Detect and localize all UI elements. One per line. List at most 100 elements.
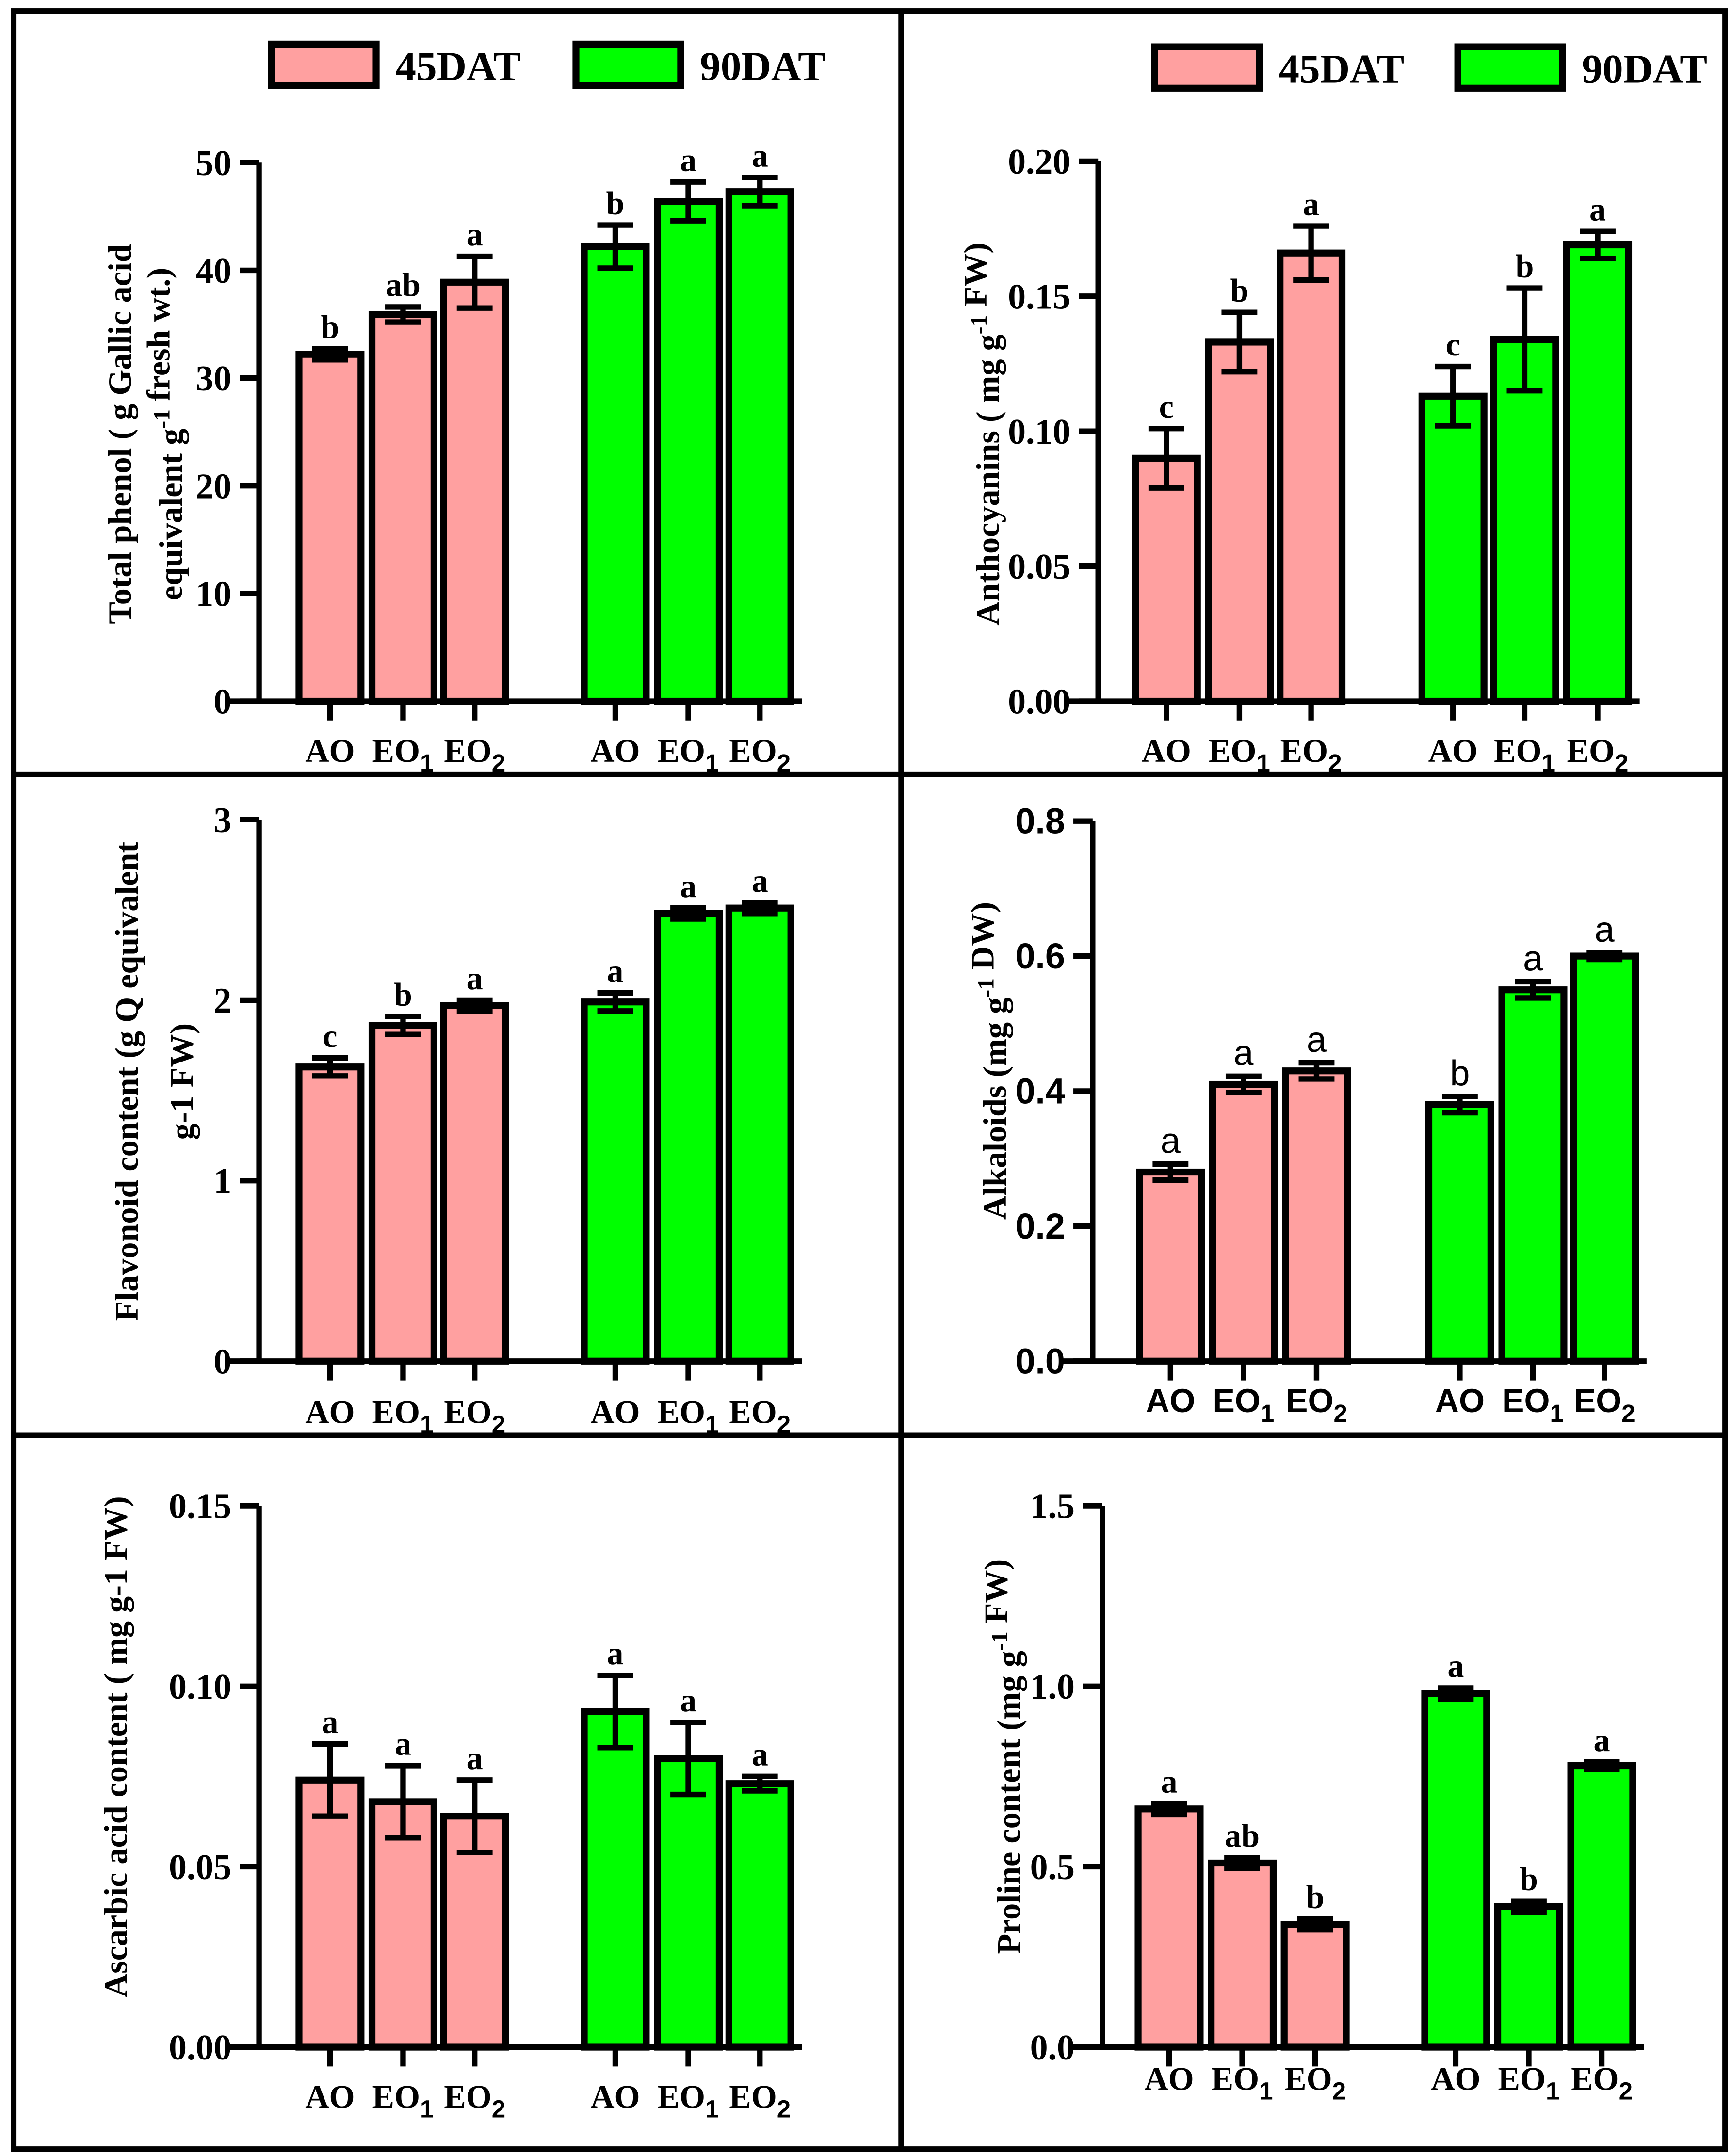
x-tick-label: EO1 [372, 732, 434, 777]
legend-label: 90DAT [1582, 46, 1707, 92]
x-tick-label-base: AO [590, 732, 640, 769]
y-tick-label: 30 [195, 358, 231, 398]
x-tick-label-subscript: 2 [1328, 749, 1342, 777]
significance-letter: a [752, 862, 768, 899]
x-tick-label: AO [305, 732, 355, 769]
significance-letter: a [1233, 1033, 1254, 1073]
significance-letter: a [467, 1739, 483, 1776]
x-tick-label-base: AO [1142, 732, 1191, 769]
legend-label: 45DAT [1279, 46, 1404, 92]
bar [1567, 1762, 1636, 2051]
significance-letter: a [395, 1725, 411, 1762]
y-tick-label: 0.00 [169, 2027, 231, 2067]
x-tick-label: EO1 [372, 2078, 434, 2123]
x-tick-label: EO1 [1212, 2060, 1273, 2105]
y-tick-label: 0.10 [169, 1667, 231, 1706]
label-part: Anthocyanins ( mg [970, 351, 1006, 625]
x-tick-label-base: EO [658, 732, 705, 769]
x-tick-label: EO2 [444, 1394, 505, 1438]
significance-letter: a [1307, 1019, 1327, 1060]
y-tick-label: 3 [213, 800, 231, 840]
bar [581, 243, 650, 705]
significance-letter: a [322, 1704, 338, 1740]
x-tick-label-base: AO [1428, 732, 1478, 769]
x-tick-label-subscript: 1 [420, 1411, 434, 1438]
x-tick-label: AO [590, 1394, 640, 1431]
x-tick-label-subscript: 1 [1259, 2077, 1273, 2105]
legend-label: 90DAT [700, 44, 826, 89]
label-part: Proline content (mg [990, 1667, 1027, 1954]
x-tick-label: AO [1428, 732, 1478, 769]
y-tick-label: 1.0 [1030, 1667, 1075, 1706]
x-tick-label: AO [1431, 2060, 1480, 2097]
y-axis-title: Ascarbic acid content ( mg g-1 FW) [97, 1496, 134, 1997]
x-tick-label-base: EO [1209, 732, 1257, 769]
x-tick-label-subscript: 2 [1621, 1400, 1635, 1427]
y-tick-label: 2 [213, 981, 231, 1020]
x-tick-label: EO1 [1213, 1383, 1274, 1427]
x-tick-label-base: EO [1284, 2060, 1332, 2097]
y-tick-label: 0.5 [1030, 1847, 1075, 1887]
chart-panel-4: aAOaEO1aEO2bAOaEO1aEO20.00.20.40.60.8Alk… [964, 801, 1647, 1427]
bar [368, 1022, 437, 1365]
bar [1282, 1067, 1351, 1365]
x-tick-label-subscript: 2 [777, 1411, 791, 1438]
significance-letter: a [1161, 1763, 1177, 1800]
x-tick-label: EO2 [1571, 2060, 1633, 2105]
significance-letter: b [321, 308, 339, 345]
x-tick-label: AO [1144, 2060, 1194, 2097]
x-tick-label-subscript: 2 [1619, 2077, 1633, 2105]
significance-letter: a [1303, 185, 1319, 222]
significance-letter: a [752, 137, 768, 174]
y-tick-label: 0 [213, 1341, 231, 1381]
x-tick-label-subscript: 1 [705, 1411, 719, 1438]
x-tick-label: AO [1146, 1383, 1195, 1419]
x-tick-label: EO1 [372, 1394, 434, 1438]
significance-letter: c [1446, 326, 1460, 363]
label-superscript: -1 [973, 978, 999, 998]
x-tick-label-base: EO [444, 2078, 491, 2115]
significance-letter: b [394, 976, 412, 1013]
x-tick-label: EO1 [1502, 1383, 1564, 1427]
y-tick-label: 0.6 [1015, 936, 1065, 976]
label-part: FW) [957, 242, 994, 315]
bar [1421, 1690, 1490, 2051]
label-part: DW) [964, 902, 1001, 978]
x-tick-label-subscript: 1 [1550, 1400, 1564, 1427]
label-part: fresh wt.) [140, 268, 177, 409]
significance-letter: b [606, 184, 624, 221]
y-axis-title: equivalent g-1 fresh wt.) [140, 268, 189, 600]
label-part: equivalent [152, 445, 189, 600]
x-tick-label: EO2 [729, 1394, 791, 1438]
significance-letter: a [1447, 1647, 1464, 1684]
y-axis-title: Proline content (mg g-1 FW) [978, 1559, 1027, 1954]
chart-panel-1: 45DAT 90DATbAOabEO1aEO2bAOaEO1aEO20102030… [101, 40, 826, 777]
label-part: g [990, 1651, 1027, 1667]
x-tick-label-base: EO [1498, 2060, 1546, 2097]
x-tick-label-subscript: 2 [777, 749, 791, 777]
bar [1205, 338, 1274, 705]
x-tick-label: AO [305, 2078, 355, 2115]
x-tick-label-subscript: 1 [1256, 749, 1270, 777]
y-tick-label: 0.00 [1008, 682, 1070, 722]
x-tick-label-subscript: 2 [1332, 2077, 1346, 2105]
x-tick-label: EO2 [1286, 1383, 1347, 1427]
significance-letter: b [1515, 247, 1534, 284]
x-tick-label-base: EO [1286, 1383, 1334, 1419]
x-tick-label: EO2 [729, 2078, 791, 2123]
x-tick-label-subscript: 1 [705, 749, 719, 777]
y-axis-title: Alkaloids (mg g-1 DW) [964, 902, 1013, 1220]
significance-letter: c [1159, 388, 1174, 425]
bar [1209, 1080, 1278, 1365]
y-tick-label: 0.10 [1008, 412, 1070, 451]
x-tick-label-base: AO [590, 1394, 640, 1431]
x-tick-label-subscript: 1 [420, 749, 434, 777]
legend-swatch-90DAT [572, 40, 684, 89]
x-tick-label-base: AO [305, 2078, 355, 2115]
y-tick-label: 1.5 [1030, 1486, 1075, 1526]
legend-swatch-45DAT [1151, 43, 1263, 92]
bar [440, 1002, 509, 1365]
label-superscript: -1 [966, 315, 992, 335]
y-tick-label: 0.2 [1015, 1206, 1065, 1246]
